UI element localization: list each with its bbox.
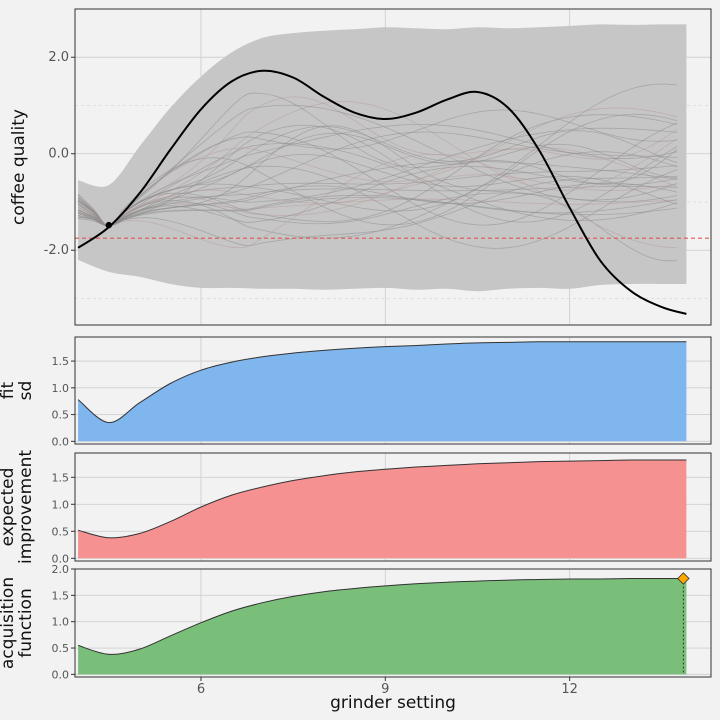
- x-tick-label: 6: [197, 682, 205, 697]
- y-tick-label: 0.0: [48, 147, 69, 162]
- y-axis-label-line: acquisition: [0, 577, 18, 669]
- area-fill: [78, 341, 687, 442]
- sample-curve: [77, 83, 678, 227]
- y-axis-label-line: function: [16, 588, 36, 657]
- sample-curve: [77, 160, 678, 227]
- sample-curve: [77, 153, 678, 249]
- sample-curve: [77, 197, 678, 227]
- sample-curve: [77, 154, 678, 227]
- y-tick-label: 0.0: [52, 668, 70, 681]
- sample-curve: [77, 109, 678, 227]
- area-outline: [77, 459, 687, 539]
- y-tick-label: 1.0: [52, 382, 70, 395]
- y-axis-label: expectedimprovement: [0, 450, 36, 564]
- plot-area: [77, 577, 687, 675]
- y-axis-label: coffee quality: [9, 109, 29, 225]
- sample-curve: [77, 166, 678, 227]
- y-tick-label: 2.0: [48, 50, 69, 65]
- sample-curve: [77, 107, 678, 227]
- y-axis-label-line: improvement: [16, 450, 36, 564]
- area-fill: [78, 459, 687, 559]
- observation-point: [105, 221, 112, 229]
- area-outline: [77, 341, 687, 424]
- sample-curve: [77, 96, 678, 227]
- area-fill: [78, 578, 687, 675]
- sample-curve: [77, 123, 678, 227]
- sample-curve: [77, 127, 678, 227]
- y-axis-label: acquisitionfunction: [0, 577, 36, 669]
- panel-frame: [74, 8, 712, 326]
- plot-area: [77, 341, 687, 442]
- y-tick-label: 0.5: [52, 525, 70, 538]
- y-axis-label-line: sd: [16, 381, 36, 401]
- y-tick-label: 0.0: [52, 552, 70, 565]
- sample-curve: [78, 124, 678, 227]
- mean-curve: [77, 69, 687, 315]
- sample-curve: [77, 132, 678, 227]
- y-tick-label: 2.0: [52, 563, 70, 576]
- posterior-samples: [77, 83, 678, 262]
- y-axis-label-line: fit: [0, 381, 18, 399]
- plot-area: [75, 24, 711, 315]
- sample-curve: [77, 101, 678, 227]
- y-tick-label: 0.5: [52, 409, 70, 422]
- area-outline: [77, 577, 687, 655]
- y-tick-label: 1.5: [52, 471, 70, 484]
- x-tick-label: 9: [381, 682, 389, 697]
- y-tick-label: -2.0: [44, 243, 69, 258]
- sample-curve: [77, 194, 678, 227]
- plot-area: [77, 459, 687, 559]
- y-tick-label: 0.5: [52, 642, 70, 655]
- panel-frame: [74, 336, 712, 445]
- x-axis-label: grinder setting: [330, 693, 456, 713]
- sample-curve: [77, 185, 678, 227]
- maximum-marker: [677, 572, 690, 585]
- y-tick-label: 1.5: [52, 589, 70, 602]
- y-tick-label: 0.0: [52, 435, 70, 448]
- panel-2: 0.0 0.5 1.0 1.5 fitsd: [0, 336, 712, 448]
- sample-curve: [77, 198, 678, 227]
- sample-curve: [77, 151, 678, 239]
- sample-curve: [77, 104, 678, 227]
- sample-curve: [77, 114, 678, 227]
- y-axis-label: fitsd: [0, 381, 36, 401]
- panel-4: 0.0 0.5 1.0 1.5 2.0 acquisitionfunction 6 9 12 gr…: [0, 563, 712, 713]
- y-tick-label: 1.0: [52, 498, 70, 511]
- y-tick-label: 1.0: [52, 616, 70, 629]
- x-tick-label: 12: [561, 682, 578, 697]
- y-tick-label: 1.5: [52, 355, 70, 368]
- panel-frame: [74, 568, 712, 678]
- uncertainty-band: [78, 24, 687, 292]
- panel-3: 0.0 0.5 1.0 1.5 expectedimprovement: [0, 450, 712, 565]
- panel-1: -2.0 0.0 2.0 coffee quality: [9, 8, 712, 326]
- panel-frame: [74, 452, 712, 562]
- sample-curve: [77, 174, 678, 227]
- y-axis-label-line: expected: [0, 468, 18, 547]
